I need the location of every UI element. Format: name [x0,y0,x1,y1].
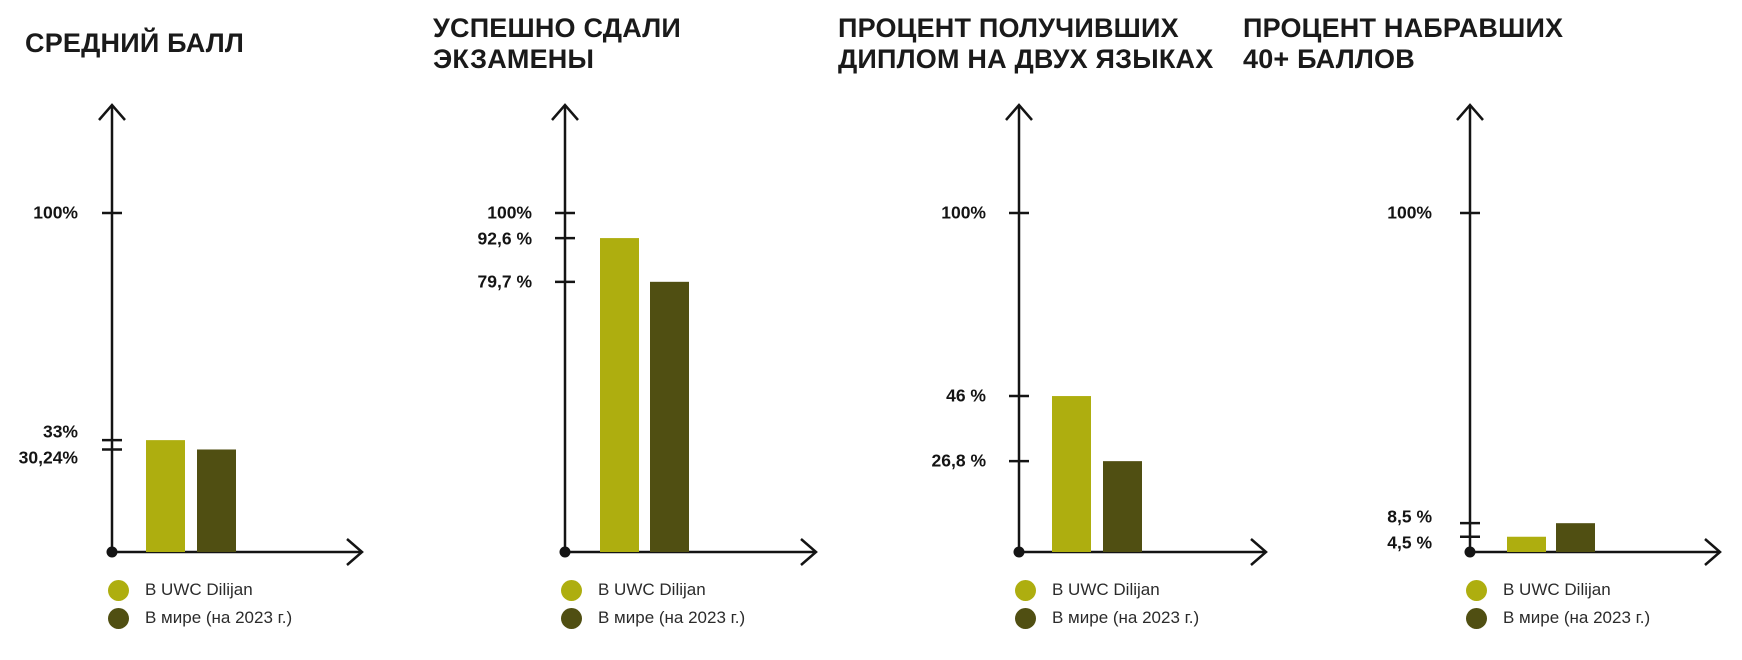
legend-world-label: В мире (на 2023 г.) [1503,608,1651,627]
y-tick-label: 46 % [946,385,986,406]
y-tick-label: 100% [1387,202,1432,223]
legend-world-label: В мире (на 2023 г.) [1052,608,1200,627]
chart-title-line: ЭКЗАМЕНЫ [433,44,595,74]
y-tick-label: 100% [33,202,78,223]
y-tick-label: 92,6 % [477,228,532,249]
legend-uwc-label: В UWC Dilijan [1052,580,1160,599]
bar-world [1103,461,1142,552]
chart-40plus-points [1456,103,1722,566]
y-axis-arrow-icon [1456,103,1484,121]
legend-uwc-dot [1014,579,1036,601]
chart-title-line: ПРОЦЕНТ НАБРАВШИХ [1243,13,1564,43]
chart-exams-passed [551,103,818,566]
x-axis-arrow-icon [1250,538,1268,566]
chart-title: ПРОЦЕНТ ПОЛУЧИВШИХ ДИПЛОМ НА ДВУХ ЯЗЫКАХ [838,13,1213,75]
bar-uwc-dilijan [146,440,185,552]
legend-world-dot [560,607,582,629]
legend-world-label: В мире (на 2023 г.) [598,608,746,627]
chart-title-line: ДИПЛОМ НА ДВУХ ЯЗЫКАХ [838,44,1214,74]
bar-uwc-dilijan [600,238,639,552]
y-axis-arrow-icon [551,103,579,121]
chart-title-line: УСПЕШНО СДАЛИ [433,13,681,43]
y-tick-label: 100% [941,202,986,223]
legend-world-dot [1465,607,1487,629]
x-axis-arrow-icon [346,538,364,566]
legend-uwc-label: В UWC Dilijan [598,580,706,599]
legend-uwc-dot [107,579,129,601]
chart-average-score [98,103,364,566]
bar-uwc-dilijan [1507,536,1546,552]
chart-title-line: 40+ БАЛЛОВ [1243,44,1415,74]
y-tick-label: 33% [42,421,78,442]
y-tick-label: 30,24% [18,447,78,468]
chart-title-line: ПРОЦЕНТ ПОЛУЧИВШИХ [838,13,1179,43]
bar-world [650,281,689,552]
legend-uwc-label: В UWC Dilijan [1503,580,1611,599]
bar-uwc-dilijan [1052,396,1091,552]
chart-title: СРЕДНИЙ БАЛЛ [25,28,244,59]
y-tick-label: 8,5 % [1387,506,1432,527]
axis-origin-dot [559,546,571,558]
legend-world-dot [107,607,129,629]
y-tick-label: 4,5 % [1387,532,1432,553]
legend-world-label: В мире (на 2023 г.) [145,608,293,627]
chart-title: УСПЕШНО СДАЛИ ЭКЗАМЕНЫ [433,13,681,75]
axis-origin-dot [1464,546,1476,558]
chart-title: ПРОЦЕНТ НАБРАВШИХ 40+ БАЛЛОВ [1243,13,1563,75]
legend-world-dot [1014,607,1036,629]
chart-bilingual-diploma [1005,103,1268,566]
y-tick-label: 79,7 % [477,271,532,292]
chart-title-line: СРЕДНИЙ БАЛЛ [25,28,245,58]
legend-uwc-dot [560,579,582,601]
x-axis-arrow-icon [1704,538,1722,566]
legend-uwc-label: В UWC Dilijan [145,580,253,599]
y-tick-label: 100% [487,202,532,223]
axis-origin-dot [106,546,118,558]
y-axis-arrow-icon [98,103,126,121]
axis-origin-dot [1013,546,1025,558]
y-tick-label: 26,8 % [931,450,986,471]
bar-world [1556,523,1595,552]
bar-world [197,449,236,552]
x-axis-arrow-icon [800,538,818,566]
legend-uwc-dot [1465,579,1487,601]
y-axis-arrow-icon [1005,103,1033,121]
